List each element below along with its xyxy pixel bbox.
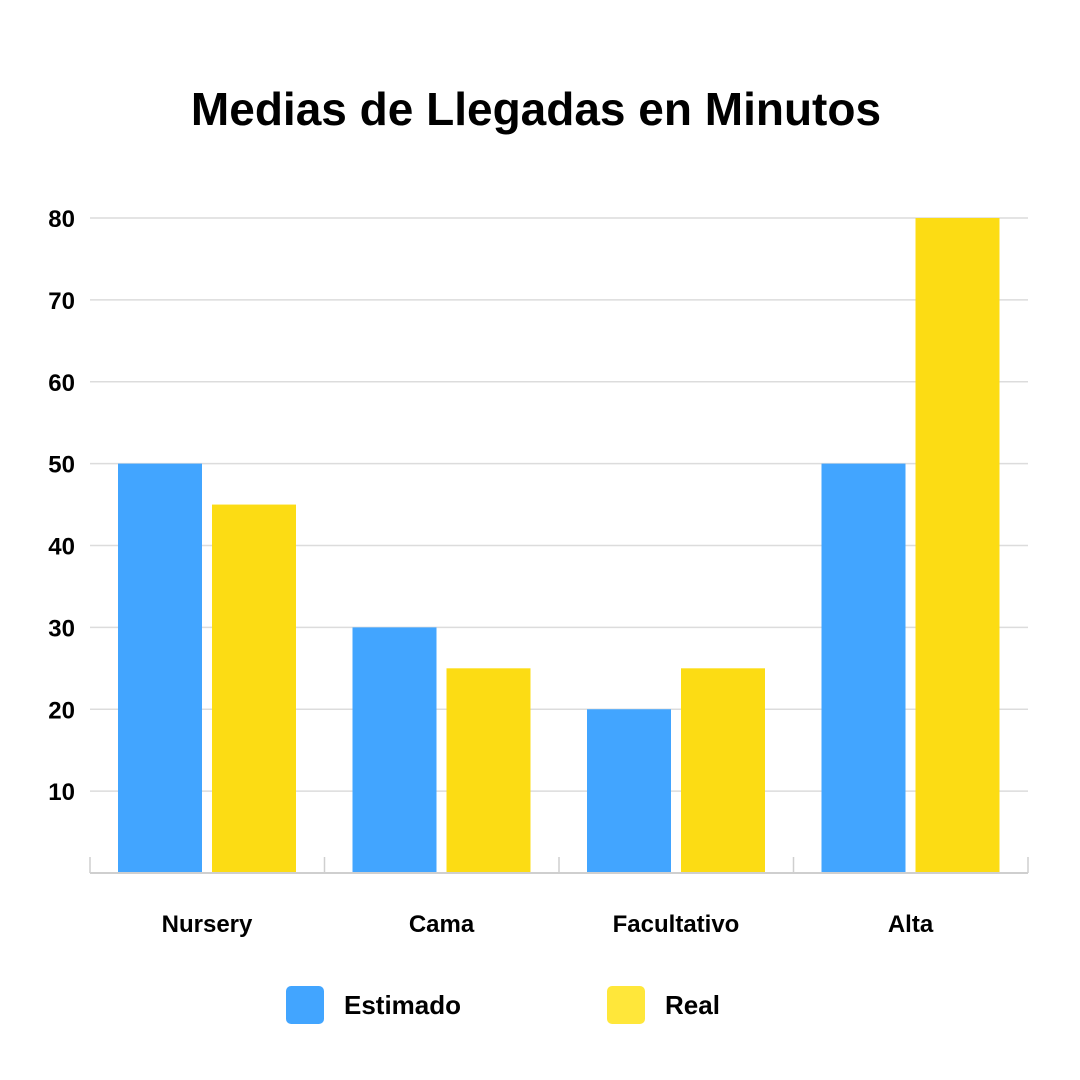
- y-tick-label: 30: [48, 615, 75, 642]
- y-tick-label: 70: [48, 288, 75, 315]
- legend-swatch-estimado: [286, 986, 324, 1024]
- y-tick-label: 50: [48, 452, 75, 479]
- bar-real-alta: [915, 218, 1000, 873]
- x-axis: [89, 857, 1029, 874]
- bar-estimado-cama: [352, 627, 437, 873]
- bar-real-cama: [446, 668, 531, 873]
- chart-title: Medias de Llegadas en Minutos: [190, 83, 882, 135]
- legend-label-real: Real: [665, 989, 720, 1020]
- y-tick-label: 40: [48, 534, 75, 561]
- x-category-label: Cama: [409, 911, 475, 938]
- legend-item-estimado: Estimado: [286, 986, 461, 1024]
- legend-item-real: Real: [607, 986, 720, 1024]
- bar-real-nursery: [212, 504, 296, 873]
- category-labels: Nursery Cama Facultativo Alta: [162, 911, 934, 938]
- y-tick-label: 10: [48, 779, 75, 806]
- x-category-label: Nursery: [162, 911, 253, 938]
- y-tick-label: 60: [48, 370, 75, 397]
- y-tick-label: 80: [48, 206, 75, 233]
- bar-estimado-facultativo: [587, 709, 671, 873]
- legend-swatch-real: [607, 986, 645, 1024]
- bar-chart: 10 20 30 40 50 60 70 80 Nursery Cama Facultativo A…: [48, 206, 1029, 938]
- bars: [118, 218, 1000, 873]
- bar-estimado-alta: [821, 463, 906, 873]
- legend-label-estimado: Estimado: [344, 989, 462, 1020]
- y-axis: 10 20 30 40 50 60 70 80: [48, 206, 75, 806]
- bar-estimado-nursery: [118, 463, 202, 873]
- x-category-label: Facultativo: [613, 911, 740, 938]
- legend: Estimado Real: [0, 986, 1080, 1030]
- y-tick-label: 20: [48, 697, 75, 724]
- x-category-label: Alta: [888, 911, 934, 938]
- bar-real-facultativo: [681, 668, 765, 873]
